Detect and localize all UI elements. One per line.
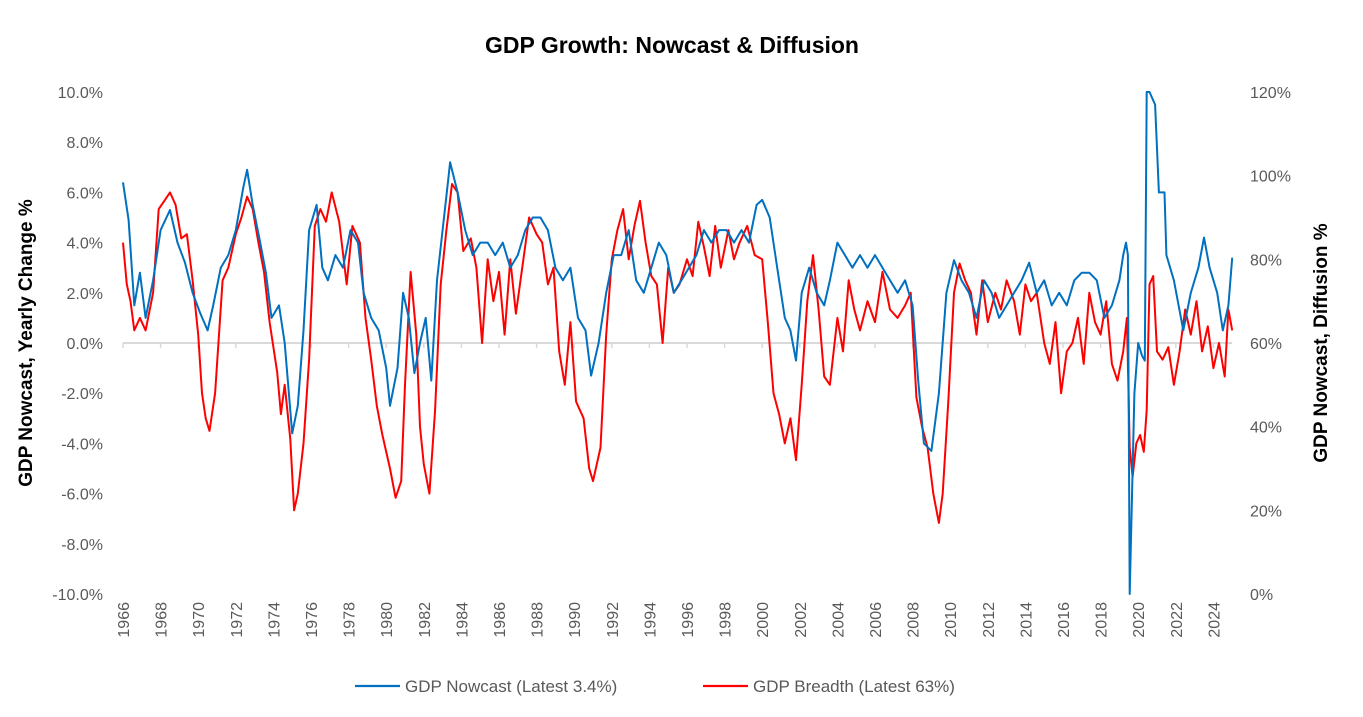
y-tick-label: -6.0% (61, 487, 103, 504)
x-tick-label: 1992 (605, 602, 622, 638)
x-tick-label: 2022 (1169, 602, 1186, 638)
series-line-gdp-breadth (122, 183, 1234, 524)
y-tick-label: 4.0% (67, 236, 103, 253)
x-tick-label: 1982 (417, 602, 434, 638)
y2-tick-label: 60% (1250, 336, 1282, 353)
x-tick-label: 1974 (266, 602, 283, 638)
x-tick-label: 1988 (530, 602, 547, 638)
x-tick-label: 1990 (567, 602, 584, 638)
y2-tick-label: 40% (1250, 420, 1282, 437)
x-tick-label: 2008 (906, 602, 923, 638)
x-axis: 1966 1968 1970 1972 1974 1976 1978 1980 1982 1984… (116, 342, 1233, 638)
y-tick-label: 10.0% (58, 85, 103, 102)
x-tick-label: 2014 (1018, 602, 1035, 638)
y-tick-label: -2.0% (61, 386, 103, 403)
y-axis-left: 10.0% 8.0% 6.0% 4.0% 2.0% 0.0% -2.0% -4.0% -6.0%… (52, 85, 103, 604)
x-tick-label: 1968 (154, 602, 171, 638)
x-tick-label: 1984 (454, 602, 471, 638)
legend-label-nowcast: GDP Nowcast (Latest 3.4%) (405, 677, 617, 696)
x-tick-label: 2020 (1131, 602, 1148, 638)
legend-label-breadth: GDP Breadth (Latest 63%) (753, 677, 955, 696)
y-tick-label: -8.0% (61, 537, 103, 554)
x-tick-label: 2012 (981, 602, 998, 638)
y-tick-label: 2.0% (67, 286, 103, 303)
x-tick-label: 1996 (680, 602, 697, 638)
y-axis-right-title: GDP Nowcast, Diffusion % (1311, 223, 1332, 462)
y2-tick-label: 80% (1250, 252, 1282, 269)
y-tick-label: -4.0% (61, 436, 103, 453)
x-tick-label: 1998 (718, 602, 735, 638)
y-tick-label: 8.0% (67, 135, 103, 152)
y-tick-label: 0.0% (67, 336, 103, 353)
x-tick-label: 2010 (943, 602, 960, 638)
series-line-gdp-nowcast (122, 91, 1234, 595)
x-tick-label: 2016 (1056, 602, 1073, 638)
x-tick-label: 2004 (830, 602, 847, 638)
y-axis-right: 120% 100% 80% 60% 40% 20% 0% (1250, 85, 1291, 604)
x-tick-label: 2018 (1094, 602, 1111, 638)
y-tick-label: 6.0% (67, 185, 103, 202)
x-tick-label: 2000 (755, 602, 772, 638)
x-tick-label: 1970 (191, 602, 208, 638)
x-tick-label: 2006 (868, 602, 885, 638)
x-tick-label: 1966 (116, 602, 133, 638)
y2-tick-label: 20% (1250, 503, 1282, 520)
y-tick-label: -10.0% (52, 587, 103, 604)
y2-tick-label: 120% (1250, 85, 1291, 102)
y2-tick-label: 0% (1250, 587, 1273, 604)
legend: GDP Nowcast (Latest 3.4%) GDP Breadth (L… (355, 677, 955, 696)
x-tick-label: 2002 (793, 602, 810, 638)
x-tick-label: 1978 (342, 602, 359, 638)
x-tick-label: 1986 (492, 602, 509, 638)
x-tick-label: 1972 (229, 602, 246, 638)
x-tick-label: 1976 (304, 602, 321, 638)
series-lines (122, 91, 1234, 595)
x-tick-label: 1994 (642, 602, 659, 638)
y2-tick-label: 100% (1250, 169, 1291, 186)
x-tick-label: 1980 (379, 602, 396, 638)
x-tick-label: 2024 (1206, 602, 1223, 638)
y-axis-left-title: GDP Nowcast, Yearly Change % (16, 199, 37, 487)
chart-title: GDP Growth: Nowcast & Diffusion (485, 32, 859, 58)
